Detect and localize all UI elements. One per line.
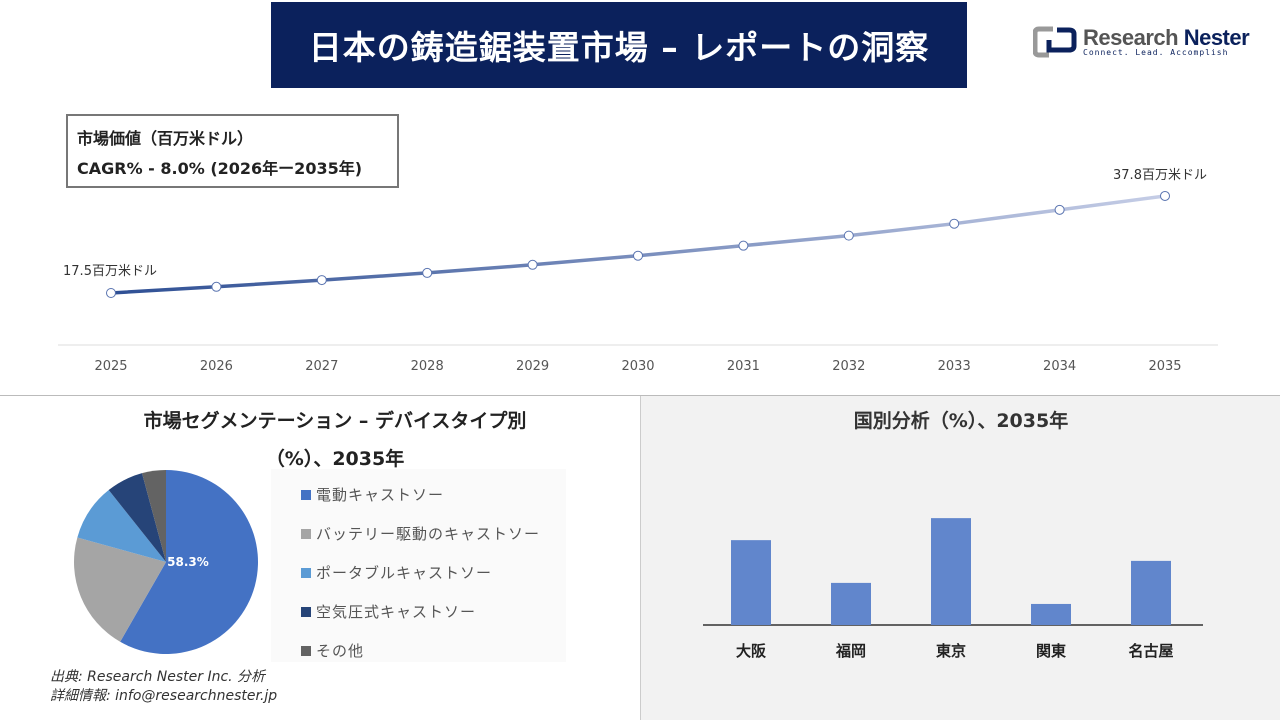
legend-item: その他 <box>271 631 566 670</box>
data-point-2029 <box>527 259 538 270</box>
data-point-2032 <box>843 230 854 241</box>
cagr-label: CAGR% - 8.0% (2026年ー2035年) <box>77 159 363 178</box>
data-point-2031 <box>738 240 749 251</box>
x-tick-label: 大阪 <box>736 642 767 660</box>
legend-item: ポータブルキャストソー <box>271 553 566 592</box>
legend-item: バッテリー駆動のキャストソー <box>271 514 566 553</box>
x-tick-label: 2025 <box>94 359 127 374</box>
data-point-2026 <box>211 281 222 292</box>
data-point-2034 <box>1054 204 1065 215</box>
page-title: 日本の鋳造鋸装置市場 – レポートの洞察 <box>271 2 967 88</box>
data-point-2025 <box>106 288 116 298</box>
x-tick-label: 2034 <box>1043 359 1076 374</box>
x-tick-label: 2028 <box>411 359 444 374</box>
x-tick-label: 2029 <box>516 359 549 374</box>
bar-大阪 <box>731 540 771 625</box>
data-point-2035 <box>1160 190 1170 201</box>
legend-label: 電動キャストソー <box>316 486 445 504</box>
logo-tagline: Connect. Lead. Accomplish <box>1083 48 1229 57</box>
x-tick-label: 2027 <box>305 359 338 374</box>
x-tick-label: 名古屋 <box>1128 642 1173 660</box>
device-type-pie-chart: 58.3% <box>74 470 259 654</box>
data-point-2030 <box>633 250 643 261</box>
pie-slice-3 <box>108 473 166 562</box>
legend-swatch <box>301 528 311 539</box>
segmentation-title-line2: （%）、2035年 <box>265 448 405 470</box>
end-value-label: 37.8百万米ドル <box>1113 168 1207 183</box>
logo-name-2: Nester <box>1183 25 1250 50</box>
segmentation-title-line1: 市場セグメンテーション – デバイスタイプ別 <box>143 410 527 432</box>
x-tick-label: 福岡 <box>835 642 866 660</box>
bar-東京 <box>931 518 971 625</box>
country-analysis-panel: 大阪 福岡 東京 関東 名古屋 国別分析（%）、2035年 <box>640 396 1280 720</box>
start-value-label: 17.5百万米ドル <box>63 264 157 279</box>
country-analysis-title: 国別分析（%）、2035年 <box>853 410 1069 432</box>
data-point-2027 <box>316 275 327 286</box>
legend-swatch <box>301 567 311 578</box>
pie-slice-0 <box>120 470 259 654</box>
legend-label: その他 <box>316 642 365 660</box>
legend-label: バッテリー駆動のキャストソー <box>316 525 541 543</box>
legend-swatch <box>301 606 311 617</box>
legend-item: 空気圧式キャストソー <box>271 592 566 631</box>
legend-label: ポータブルキャストソー <box>316 564 493 582</box>
legend-swatch <box>301 489 311 500</box>
logo-name-1: Research <box>1083 25 1179 50</box>
x-tick-label: 2033 <box>938 359 971 374</box>
x-tick-label: 2035 <box>1148 359 1181 374</box>
legend-label: 空気圧式キャストソー <box>316 603 477 621</box>
data-point-2028 <box>422 267 433 278</box>
x-tick-label: 2026 <box>200 359 233 374</box>
country-bar-chart: 大阪 福岡 東京 関東 名古屋 <box>703 518 1203 660</box>
x-tick-label: 2030 <box>621 359 654 374</box>
research-nester-logo: Research Nester Connect. Lead. Accomplis… <box>1033 25 1250 58</box>
source-text: 出典: Research Nester Inc. 分析 <box>50 669 266 685</box>
data-point-2033 <box>949 218 960 229</box>
pie-slice-2 <box>77 490 166 562</box>
section-divider <box>0 395 1280 396</box>
bar-名古屋 <box>1131 560 1171 625</box>
market-value-label: 市場価値（百万米ドル） <box>77 129 254 148</box>
bar-関東 <box>1031 603 1071 625</box>
market-value-line-chart: 2025 2026 2027 2028 2029 2030 2031 2032 2033 2034… <box>58 168 1218 374</box>
pie-data-label: 58.3% <box>167 555 209 569</box>
logo-icon <box>1033 26 1077 58</box>
bar-福岡 <box>831 582 871 625</box>
x-tick-label: 東京 <box>936 642 966 660</box>
legend-swatch <box>301 645 311 656</box>
pie-legend: 電動キャストソーバッテリー駆動のキャストソー ポータブルキャストソー 空気圧式キャス… <box>271 469 566 662</box>
x-tick-label: 2032 <box>832 359 865 374</box>
pie-slice-4 <box>142 470 166 562</box>
x-tick-label: 関東 <box>1036 642 1066 660</box>
legend-item: 電動キャストソー <box>271 475 566 514</box>
pie-slice-1 <box>74 537 166 642</box>
series-line <box>110 194 1166 295</box>
x-tick-label: 2031 <box>727 359 760 374</box>
market-info-box: 市場価値（百万米ドル） CAGR% - 8.0% (2026年ー2035年) <box>66 114 399 188</box>
source-note: 出典: Research Nester Inc. 分析 詳細情報: info@r… <box>50 668 277 706</box>
contact-text: 詳細情報: info@researchnester.jp <box>50 688 278 704</box>
segmentation-title: 市場セグメンテーション – デバイスタイプ別 （%）、2035年 <box>90 402 580 478</box>
